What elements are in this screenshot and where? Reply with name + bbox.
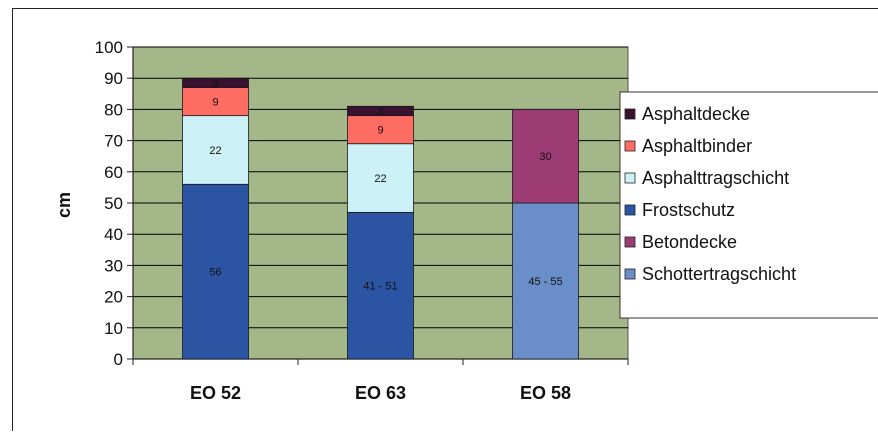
bar-0-asphaltbinder: [182, 87, 249, 117]
legend-label-asphalttragschicht: Asphalttragschicht: [642, 168, 789, 188]
y-tick-label-100: 100: [95, 38, 123, 57]
y-tick-label-40: 40: [104, 225, 123, 244]
legend-box: [619, 91, 878, 319]
x-tick-label-2: EO 58: [520, 383, 571, 403]
bar-1-asphalttragschicht: [347, 143, 414, 213]
bar-1-asphaltdecke: [347, 105, 414, 117]
y-axis-title: cm: [54, 192, 74, 218]
y-tick-label-0: 0: [114, 350, 123, 369]
data-label-2-schottertragschicht: 45 - 55: [528, 276, 562, 288]
bar-2-betondecke: [512, 109, 579, 204]
legend-label-betondecke: Betondecke: [642, 232, 737, 252]
bar-1-asphaltbinder: [347, 115, 414, 145]
bar-0-asphalttragschicht: [182, 115, 249, 185]
x-tick-label-0: EO 52: [190, 383, 241, 403]
legend-label-frostschutz: Frostschutz: [642, 200, 735, 220]
legend-label-asphaltbinder: Asphaltbinder: [642, 136, 752, 156]
y-tick-label-10: 10: [104, 319, 123, 338]
data-label-0-asphaltdecke: 3: [212, 78, 218, 90]
y-tick-label-60: 60: [104, 163, 123, 182]
data-label-1-asphaltdecke: 3: [377, 106, 383, 118]
legend-swatch-asphaltdecke: [624, 108, 636, 120]
bar-0-asphaltdecke: [182, 77, 249, 88]
data-label-1-asphaltbinder: 9: [377, 125, 383, 137]
data-label-2-betondecke: 30: [539, 151, 551, 163]
data-label-1-asphalttragschicht: 22: [374, 173, 386, 185]
legend-swatch-schottertragschicht: [624, 268, 636, 280]
data-label-0-asphaltbinder: 9: [212, 97, 218, 109]
legend-swatch-asphaltbinder: [624, 140, 636, 152]
chart-frame: [12, 8, 878, 431]
data-label-0-frostschutz: 56: [209, 267, 221, 279]
legend-label-schottertragschicht: Schottertragschicht: [642, 264, 796, 284]
bar-2-schottertragschicht: [512, 202, 579, 360]
y-tick-label-80: 80: [104, 100, 123, 119]
y-tick-label-50: 50: [104, 194, 123, 213]
data-label-1-frostschutz: 41 - 51: [363, 281, 397, 293]
legend-swatch-frostschutz: [624, 204, 636, 216]
y-tick-label-30: 30: [104, 256, 123, 275]
bar-0-frostschutz: [182, 183, 249, 360]
y-tick-label-20: 20: [104, 288, 123, 307]
y-tick-label-90: 90: [104, 69, 123, 88]
data-label-0-asphalttragschicht: 22: [209, 145, 221, 157]
legend-swatch-asphalttragschicht: [624, 172, 636, 184]
legend-swatch-betondecke: [624, 236, 636, 248]
x-tick-label-1: EO 63: [355, 383, 406, 403]
legend-label-asphaltdecke: Asphaltdecke: [642, 104, 750, 124]
y-tick-label-70: 70: [104, 132, 123, 151]
